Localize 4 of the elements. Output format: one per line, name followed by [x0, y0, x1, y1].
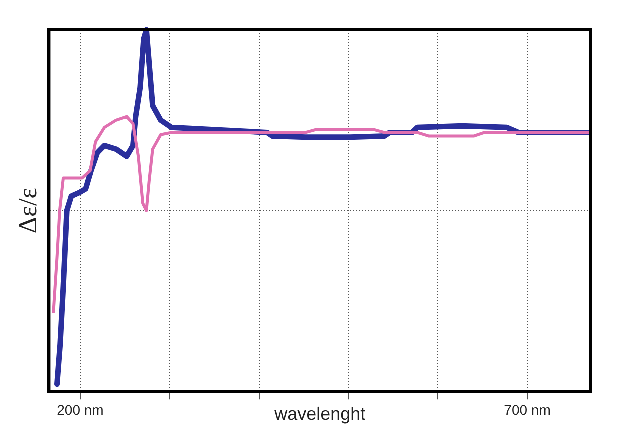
x-tick-label: 200 nm: [57, 402, 104, 418]
y-axis-title: Δε/ε: [13, 188, 42, 234]
x-axis-title: wavelenght: [274, 404, 366, 424]
x-tick-label: 700 nm: [504, 402, 551, 418]
